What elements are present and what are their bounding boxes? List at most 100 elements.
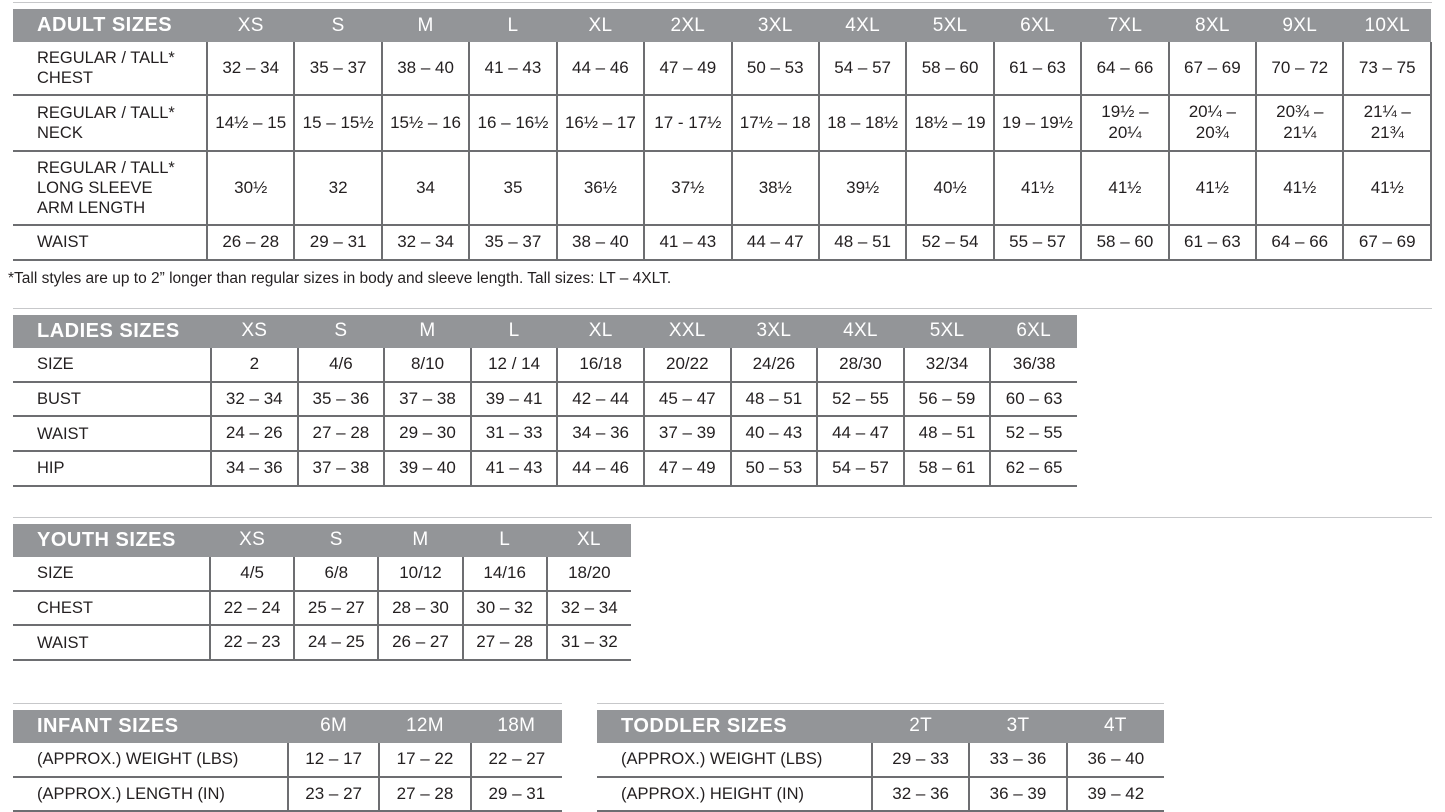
size-cell: 67 – 69: [1342, 224, 1432, 261]
adult-column-header-xs: XS: [207, 9, 295, 42]
size-cell: 41½: [1080, 149, 1169, 226]
size-cell: 40 – 43: [729, 415, 818, 452]
toddler-table-title: TODDLER SIZES: [597, 709, 872, 743]
youth-column-header-xs: XS: [210, 523, 295, 557]
size-cell: 38 – 40: [555, 224, 645, 261]
row-label: REGULAR / TALL* LONG SLEEVE ARM LENGTH: [13, 149, 207, 226]
tall-sizes-footnote: *Tall styles are up to 2” longer than re…: [8, 269, 672, 287]
size-cell: 47 – 49: [642, 450, 731, 487]
size-cell: 52 – 55: [989, 415, 1077, 452]
size-cell: 35: [468, 149, 557, 226]
adult-column-header-8xl: 8XL: [1168, 9, 1257, 42]
size-cell: 50 – 53: [730, 42, 819, 96]
ladies-column-header-m: M: [384, 314, 471, 348]
size-cell: 20/22: [642, 347, 731, 382]
infant-table-title: INFANT SIZES: [13, 709, 288, 743]
size-cell: 18 – 18½: [817, 94, 907, 151]
infant-row-approx-weight-lbs: (APPROX.) WEIGHT (LBS) 12 – 17 17 – 22 22 –…: [13, 742, 562, 777]
infant-sizes-section: INFANT SIZES 6M 12M 18M (APPROX.) WEIGHT (LB…: [13, 702, 562, 812]
size-cell: 16 – 16½: [468, 94, 557, 151]
toddler-row-approx-weight-lbs: (APPROX.) WEIGHT (LBS) 29 – 33 33 – 36 36 –…: [597, 742, 1164, 777]
size-cell: 32 – 34: [380, 224, 470, 261]
size-cell: 15½ – 16: [380, 94, 470, 151]
size-cell: 41 – 43: [468, 42, 557, 96]
youth-column-header-m: M: [378, 523, 463, 557]
ladies-column-header-xs: XS: [211, 314, 298, 348]
size-cell: 41½: [1255, 149, 1344, 226]
row-label: SIZE: [37, 564, 74, 583]
size-cell: 12 – 17: [286, 742, 380, 777]
size-cell: 45 – 47: [642, 380, 731, 417]
size-cell: 15 – 15½: [293, 94, 382, 151]
row-label: WAIST: [13, 415, 211, 452]
youth-table-title: YOUTH SIZES: [13, 523, 210, 557]
size-cell: 44 – 46: [556, 450, 644, 487]
size-cell: 21¼ – 21¾: [1342, 94, 1432, 151]
ladies-column-header-l: L: [470, 314, 558, 348]
size-cell: 33 – 36: [968, 742, 1067, 777]
ladies-column-header-3xl: 3XL: [730, 314, 818, 348]
toddler-column-header-3t: 3T: [969, 709, 1067, 743]
size-cell: 16½ – 17: [555, 94, 645, 151]
size-cell: 16/18: [556, 347, 644, 382]
section-divider: [13, 516, 1432, 518]
size-cell: 14/16: [461, 556, 547, 591]
size-cell: 40½: [905, 149, 994, 226]
size-cell: 24 – 25: [293, 624, 379, 661]
adult-row-regular-tall-chest: REGULAR / TALL* CHEST 32 – 34 35 – 37 38 – …: [13, 42, 1432, 96]
size-cell: 24/26: [729, 347, 818, 382]
row-label: SIZE: [37, 355, 74, 374]
size-cell: 41½: [992, 149, 1082, 226]
size-cell: 29 – 30: [383, 415, 471, 452]
size-cell: 52 – 54: [905, 224, 994, 261]
adult-table-title: ADULT SIZES: [13, 9, 207, 42]
size-cell: 44 – 46: [555, 42, 645, 96]
row-label: HIP: [13, 450, 211, 487]
size-cell: 70 – 72: [1255, 42, 1344, 96]
adult-row-regular-tall-long-sleeve-arm-length: REGULAR / TALL* LONG SLEEVE ARM LENGTH 30…: [13, 149, 1432, 226]
ladies-row-bust: BUST 32 – 34 35 – 36 37 – 38 39 – 41 42 – 44 4…: [13, 380, 1077, 417]
size-cell: 4/6: [296, 347, 385, 382]
size-cell: 8/10: [383, 347, 471, 382]
infant-header-row: INFANT SIZES 6M 12M 18M: [13, 709, 562, 743]
size-cell: 73 – 75: [1342, 42, 1432, 96]
size-cell: 60 – 63: [989, 380, 1077, 417]
size-cell: 29 – 33: [870, 742, 970, 777]
ladies-sizes-section: LADIES SIZES XS S M L XL XXL 3XL 4XL 5XL 6XL SIZE 2 4…: [13, 307, 1432, 487]
ladies-column-header-6xl: 6XL: [990, 314, 1077, 348]
size-cell: 17½ – 18: [730, 94, 819, 151]
infant-toddler-row: INFANT SIZES 6M 12M 18M (APPROX.) WEIGHT (LB…: [13, 702, 1432, 812]
youth-sizes-table: YOUTH SIZES XS S M L XL SIZE 4/5 6/8 10/12 14/16 18…: [13, 523, 631, 661]
size-cell: 39 – 41: [469, 380, 558, 417]
row-label: REGULAR / TALL* CHEST: [37, 49, 175, 88]
adult-column-header-7xl: 7XL: [1081, 9, 1169, 42]
size-cell: 44 – 47: [816, 415, 904, 452]
size-cell: 39 – 42: [1065, 775, 1164, 812]
size-cell: 31 – 33: [469, 415, 558, 452]
size-cell: 39½: [817, 149, 907, 226]
youth-row-size: SIZE 4/5 6/8 10/12 14/16 18/20: [13, 556, 631, 591]
size-cell: 36 – 39: [968, 775, 1067, 812]
size-cell: 32/34: [902, 347, 991, 382]
adult-column-header-9xl: 9XL: [1256, 9, 1344, 42]
row-label: CHEST: [13, 589, 210, 626]
infant-column-header-6m: 6M: [288, 709, 380, 743]
ladies-column-header-s: S: [297, 314, 385, 348]
size-cell: 32 – 34: [205, 42, 295, 96]
adult-column-header-3xl: 3XL: [731, 9, 819, 42]
adult-row-waist: WAIST 26 – 28 29 – 31 32 – 34 35 – 37 38 – 40…: [13, 224, 1432, 261]
youth-row-waist: WAIST 22 – 23 24 – 25 26 – 27 27 – 28 31 – 32: [13, 624, 631, 661]
size-cell: 22 – 24: [208, 589, 295, 626]
row-label: WAIST: [13, 624, 210, 661]
size-cell: 26 – 28: [205, 224, 295, 261]
size-cell: 62 – 65: [989, 450, 1077, 487]
size-cell: 19½ – 20¼: [1080, 94, 1169, 151]
row-label: (APPROX.) WEIGHT (LBS): [621, 750, 823, 769]
youth-header-row: YOUTH SIZES XS S M L XL: [13, 523, 631, 557]
size-cell: 58 – 60: [1080, 224, 1169, 261]
row-label: REGULAR / TALL* NECK: [13, 94, 207, 151]
size-cell: 18/20: [545, 556, 631, 591]
size-cell: 2: [210, 347, 298, 382]
infant-column-header-18m: 18M: [470, 709, 562, 743]
size-cell: 26 – 27: [377, 624, 463, 661]
